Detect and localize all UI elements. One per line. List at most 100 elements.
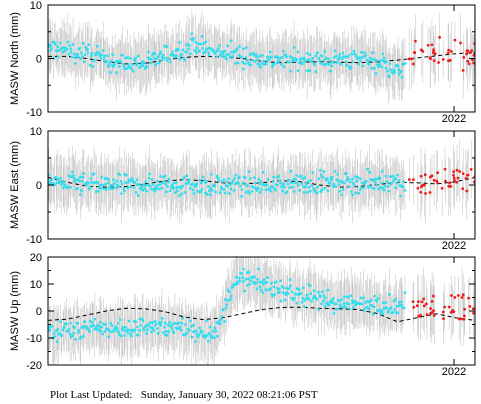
data-point xyxy=(282,65,286,69)
data-point xyxy=(149,61,153,65)
data-point xyxy=(336,172,339,176)
data-point xyxy=(316,51,319,55)
data-point xyxy=(202,42,206,45)
data-point xyxy=(416,186,420,190)
data-point xyxy=(337,299,341,303)
data-point xyxy=(383,184,387,188)
data-point xyxy=(247,270,251,274)
data-point xyxy=(175,327,179,331)
data-point xyxy=(240,194,243,198)
data-point xyxy=(178,194,181,198)
data-point xyxy=(295,58,299,61)
data-point xyxy=(91,65,95,69)
data-point xyxy=(116,326,119,330)
data-point xyxy=(81,42,85,45)
data-point xyxy=(277,287,281,291)
data-point xyxy=(322,170,326,173)
data-point xyxy=(466,59,470,63)
data-point xyxy=(465,49,469,53)
data-point xyxy=(180,321,184,325)
data-point xyxy=(342,302,346,306)
data-point xyxy=(375,59,379,63)
data-point xyxy=(424,192,427,195)
data-point xyxy=(142,61,146,65)
data-point xyxy=(205,193,209,197)
data-point xyxy=(79,335,83,339)
data-point xyxy=(148,321,152,325)
data-point xyxy=(271,294,275,298)
y-tick-label: -10 xyxy=(26,107,42,119)
data-point xyxy=(430,43,434,47)
data-point xyxy=(304,185,308,189)
data-point xyxy=(68,44,72,48)
data-point xyxy=(400,76,404,79)
data-point xyxy=(416,300,420,304)
data-point xyxy=(472,61,475,65)
data-point xyxy=(332,311,336,315)
data-point xyxy=(187,180,191,184)
data-point xyxy=(361,296,365,300)
data-point xyxy=(77,331,80,334)
data-point xyxy=(157,187,161,191)
data-point xyxy=(106,54,109,58)
data-point xyxy=(278,59,282,63)
data-point xyxy=(260,188,264,191)
data-point xyxy=(369,298,373,302)
data-point xyxy=(207,51,210,55)
data-point xyxy=(235,49,238,53)
data-point xyxy=(441,57,445,61)
data-point xyxy=(172,53,176,57)
data-point xyxy=(310,59,314,63)
data-point xyxy=(218,53,222,57)
data-point xyxy=(229,39,233,43)
data-point xyxy=(217,320,221,323)
data-point xyxy=(134,320,138,324)
data-point xyxy=(256,58,260,62)
data-point xyxy=(458,170,462,173)
data-point xyxy=(320,290,324,294)
y-tick-label: 20 xyxy=(30,252,42,264)
data-point xyxy=(240,272,244,275)
data-point xyxy=(333,49,337,53)
panel-1: 10 0 -10 2022 MASW North (mm) xyxy=(9,0,476,125)
data-point xyxy=(231,179,235,183)
data-point xyxy=(121,326,125,329)
data-point xyxy=(270,65,274,69)
data-point xyxy=(88,185,92,189)
data-point xyxy=(443,305,446,309)
data-point xyxy=(259,180,263,183)
data-point xyxy=(419,48,423,52)
data-point xyxy=(211,330,215,333)
data-point xyxy=(303,298,307,302)
data-point xyxy=(461,187,465,191)
data-point xyxy=(102,56,106,60)
cyan-points xyxy=(48,267,407,344)
data-point xyxy=(128,328,132,332)
data-point xyxy=(221,52,225,56)
data-point xyxy=(396,65,400,69)
data-point xyxy=(100,53,103,57)
data-point xyxy=(381,59,385,63)
data-point xyxy=(117,185,121,189)
data-point xyxy=(324,63,327,67)
data-point xyxy=(330,176,334,179)
data-point xyxy=(72,52,76,56)
data-point xyxy=(159,174,162,178)
data-point xyxy=(388,292,391,296)
data-point xyxy=(352,181,355,185)
data-point xyxy=(259,65,263,69)
data-point xyxy=(210,172,213,176)
data-point xyxy=(305,293,309,297)
data-point xyxy=(100,325,104,329)
data-point xyxy=(270,281,273,285)
data-point xyxy=(329,69,333,73)
data-point xyxy=(226,44,229,48)
data-point xyxy=(118,173,122,177)
data-point xyxy=(273,62,276,66)
data-point xyxy=(253,181,257,185)
data-point xyxy=(327,303,331,307)
data-point xyxy=(241,276,244,279)
data-point xyxy=(372,187,376,191)
data-point xyxy=(107,63,111,67)
data-point xyxy=(69,175,73,179)
